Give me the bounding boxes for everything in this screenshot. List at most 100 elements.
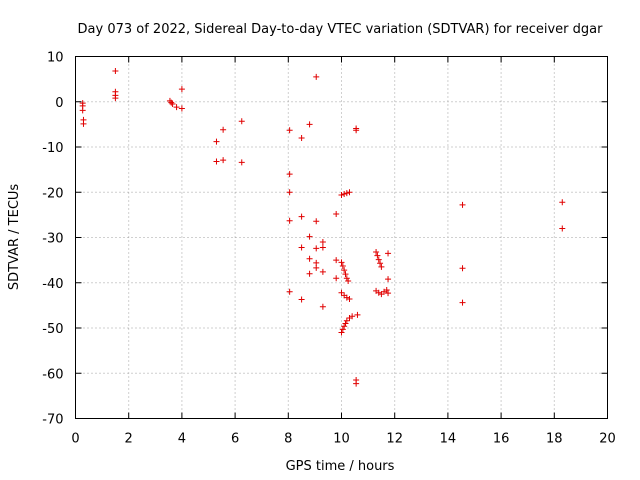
data-point bbox=[319, 268, 326, 275]
data-point bbox=[354, 311, 361, 318]
data-point bbox=[319, 303, 326, 310]
data-point bbox=[343, 275, 350, 282]
y-tick-label: 0 bbox=[55, 96, 63, 111]
plot-frame bbox=[75, 56, 608, 419]
y-tick-label: -70 bbox=[42, 413, 63, 428]
data-point bbox=[559, 199, 566, 206]
data-point bbox=[306, 121, 313, 128]
data-point bbox=[375, 289, 382, 296]
data-point bbox=[333, 275, 340, 282]
data-point bbox=[173, 104, 180, 111]
data-points bbox=[79, 67, 566, 387]
x-tick-label: 20 bbox=[599, 432, 616, 447]
data-point bbox=[220, 126, 227, 133]
data-point bbox=[178, 105, 185, 112]
data-point bbox=[339, 326, 346, 333]
data-point bbox=[286, 171, 293, 178]
data-point bbox=[385, 250, 392, 257]
x-tick-label: 2 bbox=[125, 432, 133, 447]
data-point bbox=[80, 120, 87, 127]
data-point bbox=[353, 380, 360, 387]
data-point bbox=[341, 191, 348, 198]
data-point bbox=[112, 95, 119, 102]
data-point bbox=[459, 299, 466, 306]
x-tick-label: 8 bbox=[284, 432, 292, 447]
y-tick-label: -10 bbox=[42, 141, 63, 156]
data-point bbox=[385, 276, 392, 283]
data-point bbox=[286, 189, 293, 196]
data-point bbox=[349, 313, 356, 320]
data-point bbox=[342, 320, 349, 327]
grid bbox=[75, 56, 608, 419]
y-axis-label: SDTVAR / TECUs bbox=[7, 184, 22, 291]
data-point bbox=[459, 265, 466, 272]
data-point bbox=[378, 263, 385, 270]
data-point bbox=[178, 86, 185, 93]
data-point bbox=[559, 225, 566, 232]
x-tick-label: 10 bbox=[333, 432, 350, 447]
data-point bbox=[112, 67, 119, 74]
data-point bbox=[342, 271, 349, 278]
data-point bbox=[319, 244, 326, 251]
data-point bbox=[343, 294, 350, 301]
data-point bbox=[373, 248, 380, 255]
y-tick-label: 10 bbox=[47, 51, 64, 66]
data-point bbox=[168, 99, 175, 106]
y-tick-label: -20 bbox=[42, 186, 63, 201]
data-point bbox=[298, 296, 305, 303]
data-point bbox=[385, 290, 392, 297]
data-point bbox=[306, 255, 313, 262]
x-tick-label: 4 bbox=[178, 432, 186, 447]
tick-labels: 0 2 4 6 8 10 12 14 16 18 20 10 0 -10 -20 -30 -40 -50 -60 -7… bbox=[42, 51, 616, 447]
data-point bbox=[374, 252, 381, 259]
data-point bbox=[79, 107, 86, 114]
x-tick-label: 6 bbox=[231, 432, 239, 447]
data-point bbox=[306, 233, 313, 240]
data-point bbox=[298, 134, 305, 141]
x-tick-label: 14 bbox=[440, 432, 457, 447]
x-axis-label: GPS time / hours bbox=[286, 459, 395, 474]
data-point bbox=[306, 270, 313, 277]
chart-title: Day 073 of 2022, Sidereal Day-to-day VTE… bbox=[78, 22, 604, 37]
data-point bbox=[220, 157, 227, 164]
data-point bbox=[346, 296, 353, 303]
data-point bbox=[286, 288, 293, 295]
y-tick-label: -40 bbox=[42, 277, 63, 292]
data-point bbox=[345, 277, 352, 284]
y-tick-label: -30 bbox=[42, 232, 63, 247]
data-point bbox=[313, 245, 320, 252]
data-point bbox=[341, 323, 348, 330]
data-point bbox=[459, 201, 466, 208]
data-point bbox=[313, 264, 320, 271]
data-point bbox=[333, 210, 340, 217]
data-point bbox=[339, 263, 346, 270]
y-tick-label: -50 bbox=[42, 322, 63, 337]
data-point bbox=[338, 191, 345, 198]
x-tick-label: 12 bbox=[386, 432, 403, 447]
data-point bbox=[319, 239, 326, 246]
data-point bbox=[346, 189, 353, 196]
x-tick-label: 0 bbox=[71, 432, 79, 447]
data-point bbox=[286, 127, 293, 134]
data-point bbox=[375, 256, 382, 263]
data-point bbox=[286, 217, 293, 224]
data-point bbox=[383, 286, 390, 293]
data-point bbox=[298, 244, 305, 251]
data-point bbox=[341, 267, 348, 274]
data-point bbox=[213, 138, 220, 145]
data-point bbox=[333, 257, 340, 264]
data-point bbox=[298, 213, 305, 220]
data-point bbox=[238, 118, 245, 125]
data-point bbox=[338, 329, 345, 336]
data-point bbox=[238, 159, 245, 166]
x-tick-label: 18 bbox=[546, 432, 563, 447]
data-point bbox=[338, 289, 345, 296]
data-point bbox=[313, 218, 320, 225]
data-point bbox=[213, 158, 220, 165]
data-point bbox=[377, 260, 384, 267]
data-point bbox=[338, 259, 345, 266]
data-point bbox=[313, 73, 320, 80]
data-point bbox=[343, 317, 350, 324]
data-point bbox=[169, 101, 176, 108]
